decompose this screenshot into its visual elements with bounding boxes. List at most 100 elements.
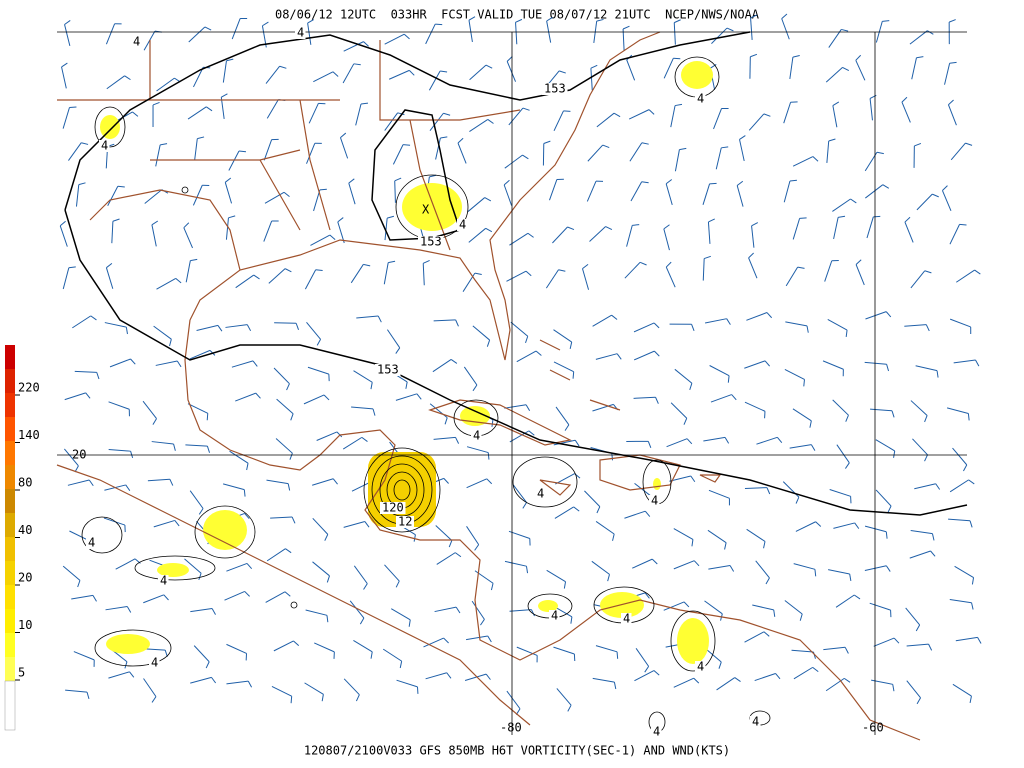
barb-flag [289,453,293,460]
barb-staff [307,22,312,45]
barb-staff [355,103,362,126]
barb-staff [739,139,745,162]
barb-staff [828,569,850,575]
barb-staff [829,489,851,497]
barb-staff [665,266,676,288]
barb-flag [832,101,840,107]
barb-flag [612,533,615,541]
colorbar-segment [5,609,15,633]
barb-staff [466,635,488,641]
barb-flag [64,20,71,25]
barb-flag [486,478,493,485]
barb-staff [949,224,960,245]
grid [57,31,967,735]
barb-staff [271,686,292,697]
barb-flag [68,266,76,269]
barb-staff [222,60,227,83]
barb-staff [342,436,363,450]
barb-staff [156,77,175,92]
barb-staff [916,193,933,211]
barb-flag [88,479,94,487]
barb-staff [109,358,131,368]
colorbar-segment [5,441,15,465]
colorbar-segment [5,657,15,681]
barb-flag [845,414,849,422]
barb-staff [75,184,80,207]
barb-flag [363,263,371,267]
barb-staff [832,198,851,212]
barb-staff [62,107,70,129]
barb-staff [906,680,921,699]
barb-flag [797,266,805,269]
barb-flag [443,112,451,116]
barb-flag [622,25,630,30]
barb-staff [825,67,843,83]
barb-staff [64,24,71,46]
barb-flag [163,594,169,601]
barb-flag [480,619,485,626]
contour-label: 4 [623,612,630,626]
barb-flag [363,41,369,47]
barb-flag [319,188,327,191]
barb-staff [553,361,574,373]
barb-staff [549,179,558,201]
barb-flag [815,521,822,527]
barb-staff [61,66,67,89]
barb-flag [522,107,530,111]
barb-staff [190,607,213,613]
barb-staff [704,318,727,324]
barb-staff [273,640,294,652]
barb-staff [108,449,131,452]
barb-staff [349,600,365,619]
barb-staff [313,71,334,83]
barb-staff [313,189,321,212]
barb-staff [555,406,570,426]
barb-staff [746,312,768,321]
barb-flag [485,673,491,680]
barb-staff [196,324,219,331]
vorticity-fill [100,61,713,664]
barb-staff [224,182,233,204]
barb-staff [556,688,572,706]
barb-staff [348,182,356,205]
barb-staff [506,270,527,282]
barb-staff [384,218,388,241]
colorbar-segment [5,537,15,561]
barb-flag [748,252,754,259]
barb-staff [467,197,486,213]
label-bg [535,488,546,500]
barb-flag [370,382,373,390]
barb-staff [142,400,157,419]
barb-staff [595,645,618,653]
barb-staff [343,41,364,52]
grid-label: -60 [862,721,884,735]
barb-staff [584,490,601,507]
barb-flag [765,577,770,585]
barb-flag [454,552,462,558]
barb-staff [953,359,976,364]
barb-staff [356,315,379,319]
barb-staff [592,314,612,327]
barb-flag [563,110,571,112]
barb-flag [803,379,805,387]
barb-staff [827,319,848,331]
height-contours: X [64,31,968,733]
barb-staff [744,487,767,490]
barb-staff [795,521,816,532]
barb-flag [726,318,731,325]
barb-staff [626,225,633,247]
barb-staff [952,447,968,466]
barb-flag [810,444,816,451]
contour-label: 4 [133,35,140,49]
barb-flag [967,413,970,421]
barb-staff [622,28,625,51]
barb-staff [666,438,688,448]
barb-flag [809,420,812,428]
barb-staff [956,269,975,283]
contour-label: 4 [88,536,95,550]
barb-staff [185,444,208,447]
barb-flag [290,696,293,704]
barb-flag [855,259,862,265]
barb-staff [432,359,452,373]
barb-flag [535,350,542,356]
